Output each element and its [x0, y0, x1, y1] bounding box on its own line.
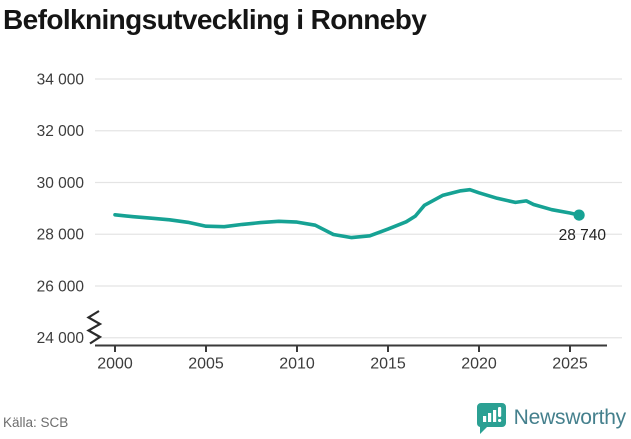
- x-axis-tick-label: 2020: [461, 356, 497, 373]
- y-axis-tick-label: 32 000: [37, 123, 85, 140]
- y-axis-tick-label: 34 000: [37, 71, 85, 88]
- x-axis-tick-label: 2010: [279, 356, 315, 373]
- source-label: Källa: SCB: [3, 415, 69, 430]
- y-axis-tick-label: 28 000: [37, 227, 85, 244]
- population-chart: 24 000 26 000 28 000 30 000 32 000 34 000 2000…: [37, 71, 622, 373]
- y-axis-tick-label: 30 000: [37, 175, 85, 192]
- x-axis-tick-label: 2025: [552, 356, 588, 373]
- population-line: [113, 187, 581, 240]
- x-axis-tick-label: 2015: [370, 356, 406, 373]
- page-title: Befolkningsutveckling i Ronneby: [3, 4, 427, 35]
- newsworthy-bubble-chart-icon: [476, 403, 506, 434]
- x-axis-tick-label: 2005: [188, 356, 224, 373]
- y-axis-break-icon: [86, 310, 103, 345]
- last-point-marker: [573, 209, 585, 221]
- y-axis-tick-label: 24 000: [37, 330, 85, 347]
- y-axis-tick-label: 26 000: [37, 278, 85, 295]
- last-value-label: 28 740: [559, 227, 607, 244]
- x-axis-tick-label: 2000: [97, 356, 133, 373]
- brand-name: Newsworthy: [513, 405, 627, 429]
- newsworthy-logo: Newsworthy: [476, 401, 626, 434]
